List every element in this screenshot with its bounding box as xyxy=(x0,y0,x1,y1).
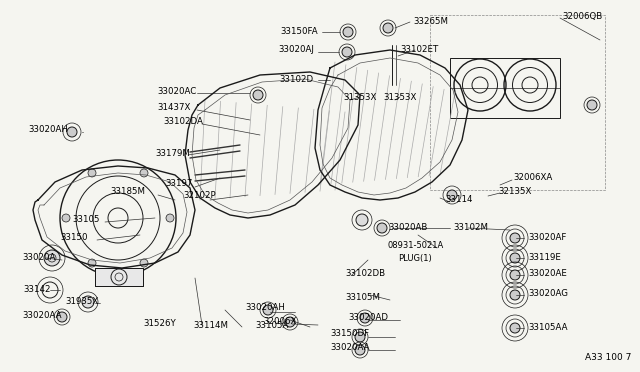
Bar xyxy=(450,58,560,118)
Text: 33150FA: 33150FA xyxy=(280,26,318,35)
Circle shape xyxy=(377,223,387,233)
Text: 33185M: 33185M xyxy=(110,187,145,196)
Text: 33197: 33197 xyxy=(165,179,193,187)
Text: 33020AF: 33020AF xyxy=(528,232,566,241)
Circle shape xyxy=(510,253,520,263)
Circle shape xyxy=(140,169,148,177)
Text: 33102DB: 33102DB xyxy=(345,269,385,278)
Bar xyxy=(95,268,143,286)
Text: 33102D: 33102D xyxy=(280,76,314,84)
Circle shape xyxy=(510,290,520,300)
Text: 33105A: 33105A xyxy=(255,321,289,330)
Text: 33020AE: 33020AE xyxy=(528,269,567,278)
Text: 33020AA: 33020AA xyxy=(22,311,61,321)
Bar xyxy=(95,268,143,286)
Text: 33020AD: 33020AD xyxy=(348,312,388,321)
Text: 33105AA: 33105AA xyxy=(528,323,568,331)
Circle shape xyxy=(285,317,295,327)
Text: 31935X: 31935X xyxy=(65,298,99,307)
Circle shape xyxy=(140,259,148,267)
Circle shape xyxy=(510,270,520,280)
Text: 33020AH: 33020AH xyxy=(28,125,68,135)
Text: 33020A: 33020A xyxy=(22,253,56,263)
Text: 08931-5021A: 08931-5021A xyxy=(388,241,444,250)
Text: 33102M: 33102M xyxy=(453,224,488,232)
Text: 32006QB: 32006QB xyxy=(562,13,602,22)
Text: 31353X: 31353X xyxy=(383,93,417,102)
Circle shape xyxy=(342,47,352,57)
Circle shape xyxy=(383,23,393,33)
Text: 33020AJ: 33020AJ xyxy=(278,45,314,55)
Circle shape xyxy=(343,27,353,37)
Text: 33119E: 33119E xyxy=(528,253,561,262)
Text: 33102DA: 33102DA xyxy=(163,118,203,126)
Text: 33150DF: 33150DF xyxy=(330,330,369,339)
Circle shape xyxy=(57,312,67,322)
Text: 33150: 33150 xyxy=(60,234,88,243)
Text: 31437X: 31437X xyxy=(157,103,190,112)
Text: 33102ET: 33102ET xyxy=(400,45,438,55)
Text: 33105: 33105 xyxy=(72,215,99,224)
Text: PLUG(1): PLUG(1) xyxy=(398,253,432,263)
Text: A33 100 7: A33 100 7 xyxy=(585,353,632,362)
Circle shape xyxy=(510,233,520,243)
Circle shape xyxy=(510,323,520,333)
Text: 33142: 33142 xyxy=(23,285,51,295)
Circle shape xyxy=(355,332,365,342)
Circle shape xyxy=(355,345,365,355)
Text: 31353X: 31353X xyxy=(343,93,376,102)
Text: 33114M: 33114M xyxy=(193,321,228,330)
Circle shape xyxy=(67,127,77,137)
Text: 33105M: 33105M xyxy=(345,294,380,302)
Circle shape xyxy=(587,100,597,110)
Text: 33114: 33114 xyxy=(445,196,472,205)
Circle shape xyxy=(166,214,174,222)
Text: 32006X: 32006X xyxy=(263,317,296,327)
Circle shape xyxy=(356,214,368,226)
Circle shape xyxy=(253,90,263,100)
Circle shape xyxy=(447,190,457,200)
Circle shape xyxy=(360,313,370,323)
Text: 32102P: 32102P xyxy=(183,192,216,201)
Text: 32135X: 32135X xyxy=(498,187,531,196)
Text: 33020AC: 33020AC xyxy=(157,87,196,96)
Circle shape xyxy=(88,259,96,267)
Circle shape xyxy=(44,250,60,266)
Circle shape xyxy=(62,214,70,222)
Text: 33020AG: 33020AG xyxy=(528,289,568,298)
Text: 33020AH: 33020AH xyxy=(245,304,285,312)
Text: 32006XA: 32006XA xyxy=(513,173,552,183)
Text: 33020AB: 33020AB xyxy=(388,222,428,231)
Text: 33020AA: 33020AA xyxy=(330,343,369,353)
Text: 31526Y: 31526Y xyxy=(143,318,176,327)
Bar xyxy=(430,15,605,190)
Circle shape xyxy=(263,305,273,315)
Circle shape xyxy=(82,296,94,308)
Text: 33265M: 33265M xyxy=(413,17,448,26)
Circle shape xyxy=(88,169,96,177)
Text: 33179M: 33179M xyxy=(155,148,190,157)
